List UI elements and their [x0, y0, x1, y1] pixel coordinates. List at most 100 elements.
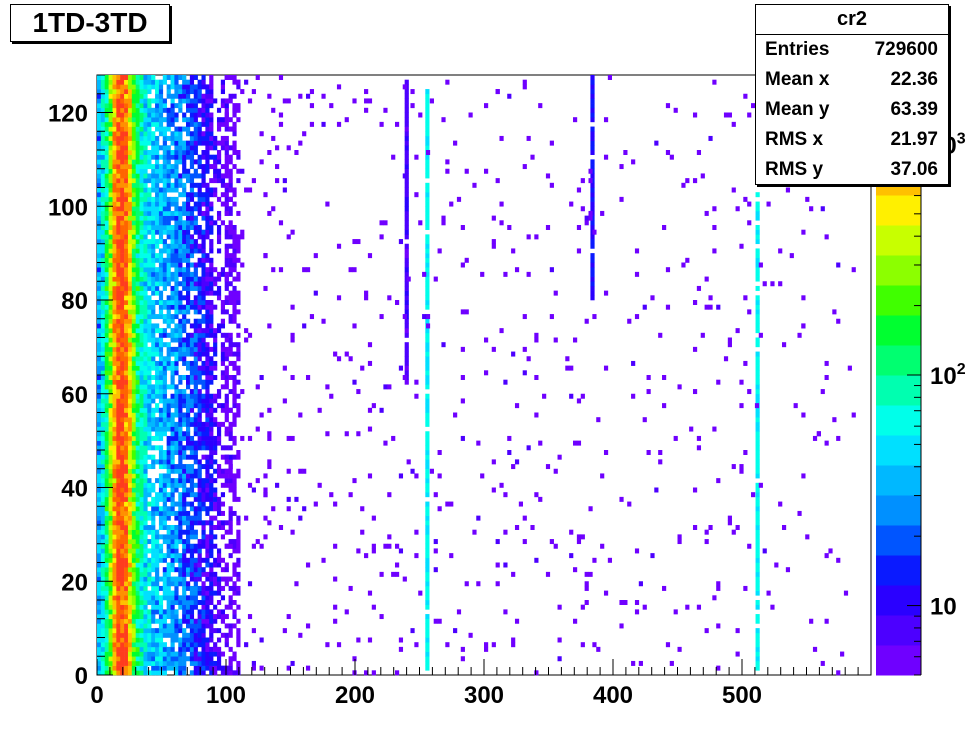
heatmap-cell	[801, 295, 806, 301]
heatmap-cell	[151, 262, 156, 268]
heatmap-cell	[590, 201, 595, 207]
heatmap-cell	[127, 623, 133, 629]
heatmap-cell	[170, 140, 175, 146]
heatmap-cell	[170, 201, 175, 207]
heatmap-cell	[170, 285, 175, 291]
heatmap-cell	[216, 154, 222, 160]
heatmap-cell	[112, 539, 117, 545]
heatmap-cell	[224, 379, 229, 385]
heatmap-cell	[460, 656, 465, 662]
heatmap-cell	[755, 534, 760, 540]
heatmap-cell	[127, 506, 133, 512]
heatmap-cell	[108, 201, 113, 207]
heatmap-cell	[139, 623, 144, 629]
heatmap-cell	[182, 84, 187, 90]
heatmap-cell	[112, 107, 117, 113]
heatmap-cell	[124, 482, 129, 488]
heatmap-cell	[480, 271, 485, 277]
heatmap-cell	[193, 332, 198, 338]
heatmap-cell	[131, 107, 136, 113]
heatmap-cell	[197, 614, 202, 620]
heatmap-cell	[124, 496, 129, 502]
heatmap-cell	[97, 239, 102, 245]
heatmap-cell	[120, 496, 125, 502]
heatmap-cell	[131, 365, 136, 371]
heatmap-cell	[162, 407, 167, 413]
heatmap-cell	[104, 173, 109, 179]
heatmap-cell	[97, 548, 102, 554]
heatmap-cell	[178, 482, 183, 488]
heatmap-cell	[112, 379, 117, 385]
heatmap-cell	[425, 398, 430, 404]
heatmap-cell	[108, 98, 113, 104]
heatmap-cell	[100, 618, 106, 624]
heatmap-cell	[178, 159, 183, 165]
heatmap-cell	[646, 375, 651, 380]
heatmap-cell	[232, 318, 237, 324]
heatmap-cell	[108, 431, 113, 437]
heatmap-cell	[220, 318, 226, 324]
heatmap-cell	[186, 304, 191, 310]
heatmap-cell	[147, 201, 152, 207]
heatmap-cell	[425, 135, 430, 141]
heatmap-cell	[755, 304, 760, 310]
heatmap-cell	[151, 131, 156, 137]
heatmap-cell	[727, 337, 732, 343]
heatmap-cell	[209, 595, 214, 601]
heatmap-cell	[127, 632, 133, 638]
heatmap-cell	[209, 375, 214, 380]
heatmap-cell	[224, 262, 229, 268]
heatmap-cell	[282, 178, 287, 184]
heatmap-cell	[124, 407, 129, 413]
heatmap-cell	[193, 459, 198, 465]
heatmap-cell	[131, 201, 136, 207]
heatmap-cell	[182, 220, 187, 226]
heatmap-cell	[367, 253, 373, 259]
heatmap-cell	[116, 384, 121, 390]
heatmap-cell	[135, 632, 140, 638]
heatmap-cell	[228, 585, 233, 591]
heatmap-cell	[155, 553, 160, 559]
heatmap-cell	[224, 567, 229, 573]
heatmap-cell	[220, 117, 226, 123]
heatmap-cell	[131, 285, 136, 291]
heatmap-cell	[166, 365, 171, 371]
heatmap-cell	[127, 459, 133, 465]
heatmap-cell	[325, 642, 330, 648]
heatmap-cell	[404, 187, 409, 193]
heatmap-cell	[398, 646, 404, 652]
heatmap-cell	[201, 215, 206, 221]
heatmap-cell	[124, 196, 129, 202]
heatmap-cell	[147, 159, 152, 165]
heatmap-cell	[232, 121, 237, 127]
heatmap-cell	[131, 543, 136, 549]
heatmap-cell	[135, 112, 140, 118]
heatmap-cell	[151, 239, 156, 245]
heatmap-cell	[139, 515, 144, 521]
heatmap-cell	[104, 543, 109, 549]
heatmap-cell	[743, 93, 748, 99]
heatmap-cell	[220, 140, 226, 146]
heatmap-cell	[147, 117, 152, 123]
heatmap-cell	[213, 332, 218, 338]
heatmap-cell	[193, 192, 198, 198]
heatmap-cell	[209, 431, 214, 437]
heatmap-cell	[205, 290, 210, 296]
heatmap-cell	[155, 628, 160, 634]
heatmap-cell	[147, 646, 152, 652]
heatmap-cell	[147, 126, 152, 132]
heatmap-cell	[124, 295, 129, 301]
heatmap-cell	[162, 243, 167, 249]
heatmap-cell	[232, 571, 237, 577]
heatmap-cell	[232, 548, 237, 554]
heatmap-cell	[158, 618, 164, 624]
heatmap-cell	[100, 164, 106, 170]
heatmap-cell	[124, 206, 129, 212]
heatmap-cell	[186, 93, 191, 99]
heatmap-cell	[197, 562, 202, 568]
heatmap-cell	[143, 609, 148, 615]
heatmap-cell	[220, 103, 226, 109]
heatmap-cell	[205, 314, 210, 320]
heatmap-cell	[174, 229, 179, 235]
heatmap-cell	[116, 585, 121, 591]
